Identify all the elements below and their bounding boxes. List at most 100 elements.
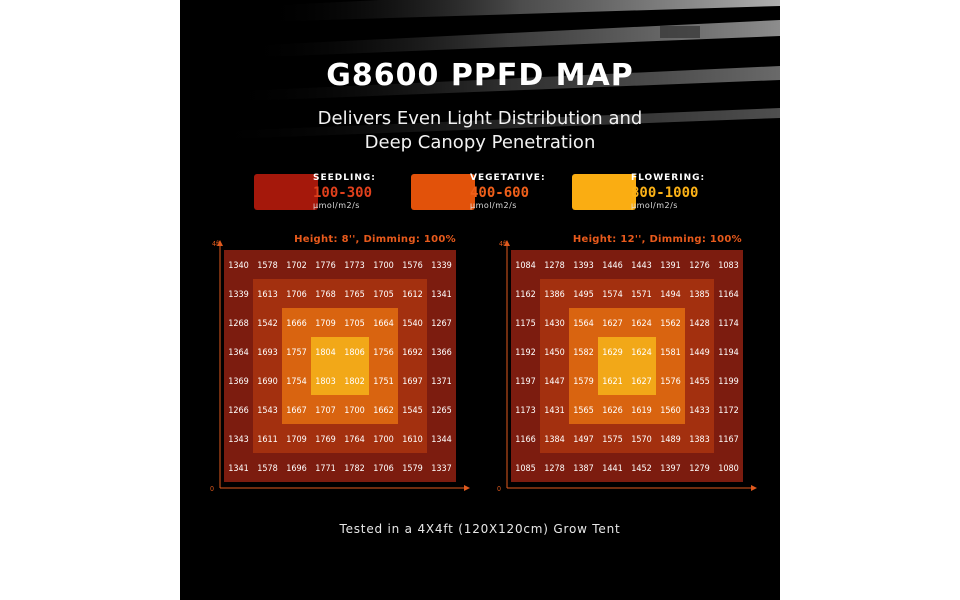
heatmap-cell: [540, 453, 569, 482]
heatmap-cell: [627, 424, 656, 453]
cell-value: 1385: [689, 290, 710, 300]
legend-seedling-range: 100-300: [313, 185, 373, 201]
cell-value: 1624: [631, 319, 652, 329]
heatmap-cell: [427, 395, 456, 424]
x-axis-arrow: [751, 485, 757, 491]
heatmap-cell: [685, 279, 714, 308]
y-axis-max-label: 4ft: [499, 240, 508, 248]
cell-value: 1613: [257, 290, 278, 300]
heatmap-cell: [340, 250, 369, 279]
heatmap-cell: [627, 366, 656, 395]
cell-value: 1080: [718, 464, 739, 474]
heatmap-cell: [224, 308, 253, 337]
cell-value: 1667: [286, 406, 307, 416]
heatmap-cell: [398, 424, 427, 453]
heatmap-cell: [282, 337, 311, 366]
cell-value: 1265: [431, 406, 452, 416]
cell-value: 1806: [344, 348, 365, 358]
cell-value: 1666: [286, 319, 307, 329]
heatmap-cell: [569, 337, 598, 366]
heatmap-cell: [540, 308, 569, 337]
cell-value: 1446: [602, 261, 623, 271]
cell-value: 1575: [602, 435, 623, 445]
heatmap-cell: [369, 250, 398, 279]
heatmap-cell: [398, 250, 427, 279]
cell-value: 1582: [573, 348, 594, 358]
heatmap-cell: [427, 366, 456, 395]
cell-value: 1765: [344, 290, 365, 300]
heatmap-cell: [253, 250, 282, 279]
y-axis-arrow: [504, 240, 510, 246]
heatmap-cell: [427, 453, 456, 482]
cell-value: 1771: [315, 464, 336, 474]
test-note: Tested in a 4X4ft (120X120cm) Grow Tent: [339, 522, 621, 536]
heatmap-cell: [311, 453, 340, 482]
cell-value: 1085: [515, 464, 536, 474]
cell-value: 1709: [315, 319, 336, 329]
cell-value: 1431: [544, 406, 565, 416]
heatmap-cell: [224, 250, 253, 279]
cell-value: 1386: [544, 290, 565, 300]
legend-vegetative-unit: μmol/m2/s: [470, 201, 517, 210]
cell-value: 1341: [228, 464, 249, 474]
heatmap-cell: [511, 424, 540, 453]
heatmap-cell: [282, 279, 311, 308]
heatmap-cell: [714, 453, 743, 482]
cell-value: 1455: [689, 377, 710, 387]
cell-value: 1610: [402, 435, 423, 445]
heatmap-cell: [282, 453, 311, 482]
heatmap-cell: [340, 279, 369, 308]
heatmap-cell: [282, 395, 311, 424]
cell-value: 1430: [544, 319, 565, 329]
subtitle-line-1: Delivers Even Light Distribution and: [317, 108, 643, 129]
cell-value: 1709: [286, 435, 307, 445]
cell-value: 1565: [573, 406, 594, 416]
legend-seedling: SEEDLING: 100-300 μmol/m2/s: [313, 174, 376, 210]
cell-value: 1611: [257, 435, 278, 445]
heatmap-cell: [685, 395, 714, 424]
cell-value: 1706: [286, 290, 307, 300]
cell-value: 1084: [515, 261, 536, 271]
legend-seedling-unit: μmol/m2/s: [313, 201, 360, 210]
heatmap-cell: [398, 337, 427, 366]
cell-value: 1339: [228, 290, 249, 300]
heatmap-cell: [427, 250, 456, 279]
legend-vegetative: VEGETATIVE: 400-600 μmol/m2/s: [470, 174, 546, 210]
cell-value: 1776: [315, 261, 336, 271]
cell-value: 1083: [718, 261, 739, 271]
cell-value: 1364: [228, 348, 249, 358]
cell-value: 1754: [286, 377, 307, 387]
heatmap-cell: [511, 366, 540, 395]
cell-value: 1576: [660, 377, 681, 387]
cell-value: 1782: [344, 464, 365, 474]
cell-value: 1452: [631, 464, 652, 474]
cell-value: 1337: [431, 464, 452, 474]
heatmap-cell: [282, 424, 311, 453]
heatmap-cell: [714, 395, 743, 424]
subtitle-line-2: Deep Canopy Penetration: [364, 132, 596, 153]
heatmap-cell: [369, 395, 398, 424]
heatmap-cell: [511, 337, 540, 366]
cell-value: 1173: [515, 406, 536, 416]
cell-value: 1768: [315, 290, 336, 300]
heatmap-cell: [685, 424, 714, 453]
cell-value: 1626: [602, 406, 623, 416]
heatmap-cell: [540, 366, 569, 395]
legend-flowering: FLOWERING: 800-1000 μmol/m2/s: [631, 174, 705, 210]
heatmap-cell: [685, 308, 714, 337]
cell-value: 1175: [515, 319, 536, 329]
heatmap-cell: [224, 453, 253, 482]
cell-value: 1341: [431, 290, 452, 300]
cell-value: 1571: [631, 290, 652, 300]
heatmap-cell: [340, 366, 369, 395]
heatmap-cell: [369, 366, 398, 395]
legend-flowering-name: FLOWERING:: [631, 173, 706, 183]
cell-value: 1562: [660, 319, 681, 329]
cell-value: 1705: [373, 290, 394, 300]
heatmap-cell: [311, 366, 340, 395]
heatmap-cell: [311, 424, 340, 453]
heatmap-cell: [656, 366, 685, 395]
heatmap-cell: [311, 308, 340, 337]
cell-value: 1692: [402, 348, 423, 358]
cell-value: 1433: [689, 406, 710, 416]
